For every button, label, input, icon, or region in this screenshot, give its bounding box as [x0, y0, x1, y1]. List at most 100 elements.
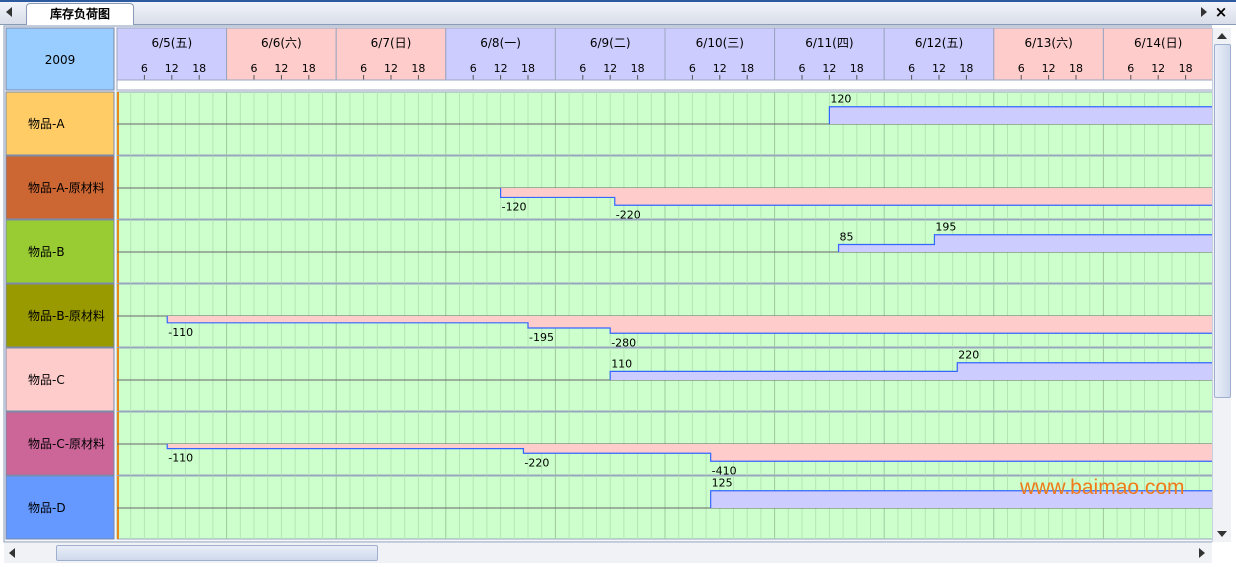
day-label: 6/8(一)	[480, 36, 521, 50]
step-line	[500, 188, 1212, 206]
hour-tick-label: 18	[521, 62, 535, 75]
shortage-area	[167, 316, 1212, 334]
day-label: 6/11(四)	[805, 36, 853, 50]
horizontal-scrollbar[interactable]	[4, 542, 1212, 563]
vertical-scroll-thumb[interactable]	[1214, 44, 1231, 398]
watermark: www.baimao.com	[1020, 476, 1185, 499]
step-value-label: 85	[840, 230, 854, 243]
step-value-label: 110	[611, 357, 632, 370]
hour-tick-label: 6	[579, 62, 586, 75]
day-label: 6/6(六)	[261, 36, 302, 50]
step-value-label: 125	[712, 477, 733, 490]
stock-area	[838, 234, 1212, 252]
step-line	[710, 490, 1212, 508]
year-cell	[5, 27, 115, 91]
hour-tick-label: 12	[384, 62, 398, 75]
close-icon[interactable]: ×	[1214, 3, 1228, 21]
hour-tick-label: 18	[631, 62, 645, 75]
step-value-label: 220	[958, 349, 979, 362]
hour-tick-label: 6	[689, 62, 696, 75]
day-header	[335, 27, 447, 81]
step-line	[837, 234, 1212, 252]
day-header	[664, 27, 776, 81]
row-label: 物品-B	[28, 245, 65, 259]
row-label: 物品-A	[28, 117, 65, 131]
header-spacer	[116, 79, 1212, 91]
hour-tick-label: 18	[1179, 62, 1193, 75]
row-label: 物品-A-原材料	[28, 181, 105, 195]
hour-tick-label: 12	[822, 62, 836, 75]
step-value-label: -110	[168, 326, 193, 339]
hour-tick-label: 6	[470, 62, 477, 75]
step-value-label: 120	[830, 93, 851, 106]
step-line	[166, 316, 1212, 334]
day-header	[993, 27, 1104, 81]
step-value-label: -110	[168, 452, 193, 465]
day-label: 6/9(二)	[590, 36, 631, 50]
hour-tick-label: 12	[1151, 62, 1165, 75]
hour-tick-label: 6	[799, 62, 806, 75]
hour-tick-label: 12	[603, 62, 617, 75]
year-label: 2009	[45, 53, 76, 67]
scroll-right-icon[interactable]	[1196, 547, 1206, 559]
shortage-area	[500, 188, 1212, 206]
hour-tick-label: 6	[360, 62, 367, 75]
tab-bar: 库存负荷图 ×	[0, 0, 1236, 25]
step-value-label: -220	[616, 208, 641, 221]
hour-tick-label: 18	[850, 62, 864, 75]
day-header	[445, 27, 556, 81]
hour-tick-label: 18	[740, 62, 754, 75]
row-label: 物品-C-原材料	[28, 437, 105, 451]
tab-bar-accent	[0, 0, 1236, 2]
vertical-scrollbar[interactable]	[1212, 28, 1231, 542]
day-header	[774, 27, 885, 81]
hour-tick-label: 12	[932, 62, 946, 75]
tab-scroll-right-icon[interactable]	[1199, 6, 1209, 18]
row-label-cell	[5, 475, 115, 540]
day-label: 6/13(六)	[1024, 36, 1072, 50]
day-label: 6/14(日)	[1134, 36, 1182, 50]
scroll-left-icon[interactable]	[8, 547, 18, 559]
row-label: 物品-D	[28, 501, 66, 515]
step-value-label: -410	[712, 464, 737, 477]
hour-tick-label: 12	[494, 62, 508, 75]
hour-tick-label: 18	[192, 62, 206, 75]
stock-area	[710, 490, 1212, 508]
hour-tick-label: 6	[1018, 62, 1025, 75]
row-label-cell	[5, 411, 115, 476]
horizontal-scroll-thumb[interactable]	[56, 545, 378, 561]
hour-tick-label: 12	[1042, 62, 1056, 75]
hour-tick-label: 12	[165, 62, 179, 75]
row-label-cell	[5, 155, 115, 220]
step-value-label: -220	[524, 456, 549, 469]
scroll-up-icon[interactable]	[1216, 31, 1228, 41]
step-value-label: -195	[529, 331, 554, 344]
day-header	[883, 27, 995, 81]
day-header	[226, 27, 337, 81]
scroll-down-icon[interactable]	[1216, 529, 1228, 539]
tab-scroll-left-icon[interactable]	[4, 6, 14, 18]
hour-tick-label: 12	[274, 62, 288, 75]
step-line	[166, 444, 1212, 462]
row-label-cell	[5, 283, 115, 348]
hour-tick-label: 6	[141, 62, 148, 75]
hour-tick-label: 6	[251, 62, 258, 75]
step-line	[609, 362, 1212, 380]
hour-tick-label: 6	[908, 62, 915, 75]
row-label-cell	[5, 219, 115, 284]
day-label: 6/10(三)	[696, 36, 744, 50]
row-label: 物品-C	[28, 373, 65, 387]
hour-tick-label: 18	[959, 62, 973, 75]
tab-inventory-load-chart[interactable]: 库存负荷图	[26, 3, 134, 25]
hour-tick-label: 18	[411, 62, 425, 75]
hour-tick-label: 6	[1127, 62, 1134, 75]
step-line	[828, 106, 1212, 124]
day-label: 6/7(日)	[371, 36, 412, 50]
row-label-cell	[5, 347, 115, 412]
day-header	[554, 27, 666, 81]
day-header	[1102, 27, 1212, 81]
hour-tick-label: 18	[302, 62, 316, 75]
row-label-cell	[5, 91, 115, 156]
hour-tick-label: 12	[713, 62, 727, 75]
